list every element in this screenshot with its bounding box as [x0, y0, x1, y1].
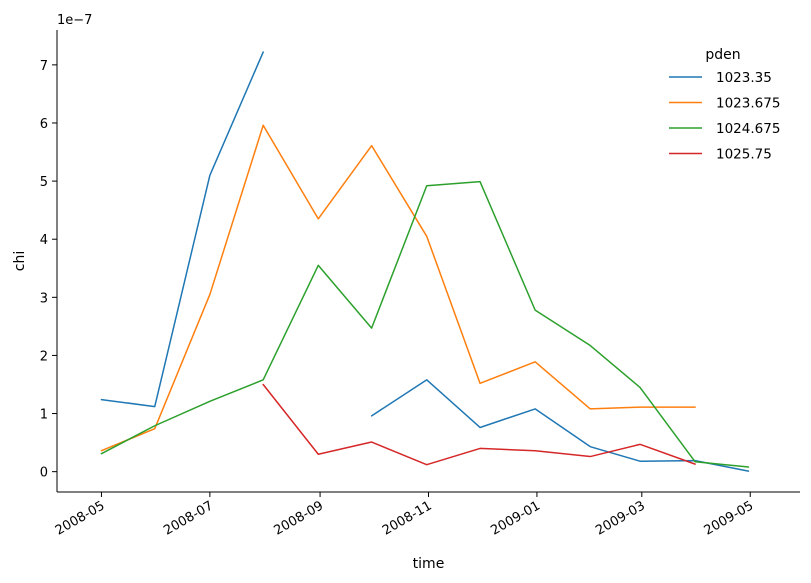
x-tick-label: 2009-05	[702, 498, 757, 538]
y-tick-label: 2	[40, 349, 48, 364]
x-tick-label: 2008-07	[161, 498, 216, 538]
x-tick-label: 2008-09	[272, 498, 327, 538]
y-tick-label: 0	[40, 466, 48, 481]
legend-item: 1023.35	[669, 70, 772, 86]
x-tick-label: 2008-05	[53, 498, 108, 538]
series-lines	[100, 51, 750, 472]
legend-label: 1025.75	[716, 147, 772, 163]
legend-items: 1023.35 1023.675 1024.675 1025.75	[669, 70, 780, 163]
y-tick-label: 6	[40, 117, 48, 132]
y-axis-label: chi	[12, 251, 28, 271]
series-line-1	[100, 51, 750, 472]
legend: pden 1023.35 1023.675 1024.675 1025.75	[669, 47, 780, 163]
x-tick-label: 2008-11	[380, 498, 435, 538]
legend-label: 1023.675	[716, 96, 780, 112]
x-ticks: 2008-05 2008-07 2008-09 2008-11 2009-01 2009-…	[53, 492, 756, 539]
y-tick-label: 3	[40, 291, 48, 306]
x-tick-label: 2009-01	[488, 498, 543, 538]
y-ticks: 0 1 2 3 4 5 6 7	[40, 59, 57, 481]
series-line-2	[100, 124, 696, 452]
legend-item: 1024.675	[669, 121, 780, 137]
legend-label: 1023.35	[716, 70, 772, 86]
y-offset-label: 1e−7	[57, 13, 92, 28]
legend-item: 1023.675	[669, 96, 780, 112]
legend-label: 1024.675	[716, 121, 780, 137]
legend-item: 1025.75	[669, 147, 772, 163]
legend-title: pden	[705, 47, 740, 63]
x-axis-label: time	[413, 556, 445, 572]
y-tick-label: 1	[40, 408, 48, 423]
series-line-3	[100, 180, 750, 468]
y-tick-label: 5	[40, 175, 48, 190]
x-tick-label: 2009-03	[593, 498, 648, 538]
axes	[56, 30, 800, 493]
y-tick-label: 7	[40, 59, 48, 74]
y-tick-label: 4	[40, 233, 48, 248]
series-line-4	[262, 383, 696, 466]
